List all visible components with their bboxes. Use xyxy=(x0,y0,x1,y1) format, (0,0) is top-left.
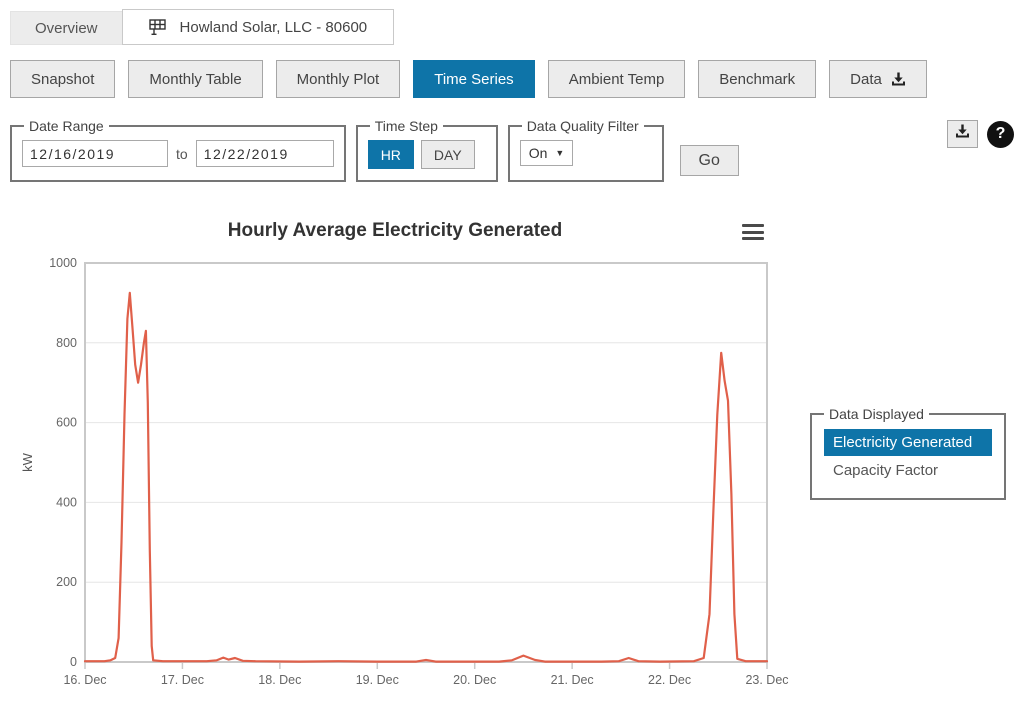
end-date-input[interactable] xyxy=(195,140,334,167)
tab-overview-label: Overview xyxy=(35,19,98,37)
series-line-electricity-generated xyxy=(83,291,769,663)
x-axis-tick-label: 16. Dec xyxy=(63,673,106,687)
download-icon xyxy=(891,72,906,87)
series-toggle-electricity-generated[interactable]: Electricity Generated xyxy=(824,429,992,456)
nav-benchmark-label: Benchmark xyxy=(719,70,796,88)
export-download-button[interactable] xyxy=(947,120,978,148)
nav-snapshot-button[interactable]: Snapshot xyxy=(10,60,116,98)
x-axis-tick-label: 20. Dec xyxy=(453,673,496,687)
section-nav: Snapshot Monthly Table Monthly Plot Time… xyxy=(10,60,927,98)
help-button[interactable]: ? xyxy=(987,120,1014,148)
y-axis-tick-label: 400 xyxy=(56,495,77,509)
quality-filter-select[interactable]: On ▼ xyxy=(519,140,574,166)
nav-ambient-temp-button[interactable]: Ambient Temp xyxy=(547,60,686,98)
nav-time-series-button[interactable]: Time Series xyxy=(413,60,535,98)
plot-border xyxy=(84,262,768,663)
nav-monthly-table-label: Monthly Table xyxy=(149,70,242,88)
nav-data-button[interactable]: Data xyxy=(829,60,927,98)
time-series-chart: 0 200 400 600 800 1000 kW 16. Dec 17. Dec 18. Dec… xyxy=(20,256,789,687)
time-step-legend: Time Step xyxy=(374,118,438,134)
date-range-fieldset: Date Range to xyxy=(10,118,346,182)
tab-site[interactable]: Howland Solar, LLC - 80600 xyxy=(121,9,395,45)
download-icon xyxy=(955,124,970,144)
top-tab-bar: Overview Howland Solar, LLC - 80600 xyxy=(10,9,395,45)
y-axis-tick-label: 600 xyxy=(56,416,77,430)
time-step-fieldset: Time Step HR DAY xyxy=(355,118,498,182)
solar-panel-icon xyxy=(148,18,168,36)
series-toggle-capacity-factor[interactable]: Capacity Factor xyxy=(833,462,939,479)
nav-benchmark-button[interactable]: Benchmark xyxy=(698,60,817,98)
x-axis-tick-label: 23. Dec xyxy=(745,673,788,687)
data-displayed-legend: Data Displayed xyxy=(829,406,924,422)
nav-monthly-plot-label: Monthly Plot xyxy=(296,70,380,88)
date-range-to-label: to xyxy=(176,145,188,162)
start-date-input[interactable] xyxy=(22,140,168,167)
x-axis-tick-label: 17. Dec xyxy=(161,673,204,687)
nav-monthly-table-button[interactable]: Monthly Table xyxy=(128,60,263,98)
go-button[interactable]: Go xyxy=(679,145,739,176)
nav-monthly-plot-button[interactable]: Monthly Plot xyxy=(275,60,401,98)
chart-title: Hourly Average Electricity Generated xyxy=(227,220,563,241)
y-axis-tick-label: 200 xyxy=(56,575,77,589)
y-axis-tick-label: 0 xyxy=(70,655,77,669)
y-axis-tick-label: 1000 xyxy=(49,256,77,270)
tab-overview[interactable]: Overview xyxy=(10,11,122,45)
page-action-icons: ? xyxy=(947,120,1014,148)
chart-context-menu-icon[interactable] xyxy=(742,224,764,240)
nav-data-label: Data xyxy=(850,70,882,88)
nav-ambient-temp-label: Ambient Temp xyxy=(568,70,665,88)
x-axis-tick-label: 22. Dec xyxy=(648,673,691,687)
time-step-hr-button[interactable]: HR xyxy=(367,140,414,169)
time-step-day-button[interactable]: DAY xyxy=(420,140,475,169)
y-axis-title: kW xyxy=(20,452,35,472)
quality-filter-value: On xyxy=(528,145,548,161)
x-axis-tick-label: 21. Dec xyxy=(551,673,594,687)
data-displayed-panel: Data Displayed Electricity Generated Cap… xyxy=(810,406,1006,500)
data-quality-filter-legend: Data Quality Filter xyxy=(526,118,639,134)
question-mark-icon: ? xyxy=(995,125,1006,142)
nav-time-series-label: Time Series xyxy=(434,70,514,88)
date-range-legend: Date Range xyxy=(29,118,104,134)
chevron-down-icon: ▼ xyxy=(555,148,565,158)
nav-snapshot-label: Snapshot xyxy=(31,70,95,88)
query-controls: Date Range to Time Step HR DAY Data Qual… xyxy=(10,118,1014,182)
tab-site-label: Howland Solar, LLC - 80600 xyxy=(179,18,368,36)
x-axis-tick-label: 19. Dec xyxy=(356,673,399,687)
y-axis-tick-label: 800 xyxy=(56,336,77,350)
data-quality-filter-fieldset: Data Quality Filter On ▼ xyxy=(507,118,664,182)
x-axis-tick-label: 18. Dec xyxy=(258,673,301,687)
